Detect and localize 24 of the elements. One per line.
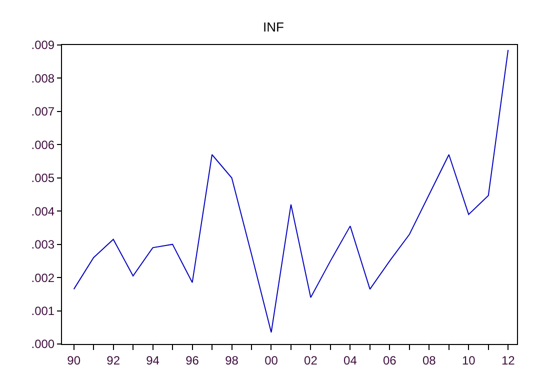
x-tick-label: 06 — [383, 353, 397, 368]
y-tick-label: .004 — [31, 204, 55, 218]
x-tick-label: 90 — [67, 353, 81, 368]
x-tick-label: 00 — [264, 353, 278, 368]
x-tick-label: 04 — [344, 353, 358, 368]
x-tick-label: 02 — [304, 353, 318, 368]
x-tick-label: 92 — [106, 353, 120, 368]
chart-title: INF — [263, 19, 284, 34]
y-tick-label: .005 — [31, 171, 55, 186]
y-tick-label: .008 — [31, 71, 55, 86]
y-tick-label: .001 — [31, 304, 55, 318]
y-tick-label: .002 — [31, 270, 55, 285]
y-tick-label: .000 — [31, 337, 55, 352]
y-tick-label: .006 — [31, 138, 55, 152]
line-series — [73, 49, 509, 333]
x-tick-label: 96 — [186, 353, 200, 368]
x-tick-label: 94 — [146, 353, 160, 368]
y-tick-label: .007 — [31, 104, 55, 119]
x-tick-label: 98 — [225, 353, 239, 368]
x-tick-label: 08 — [422, 353, 436, 368]
y-tick-label: .009 — [31, 38, 55, 52]
x-tick-label: 10 — [462, 353, 476, 368]
x-tick-label: 12 — [501, 353, 516, 368]
y-tick-label: .003 — [31, 238, 55, 252]
